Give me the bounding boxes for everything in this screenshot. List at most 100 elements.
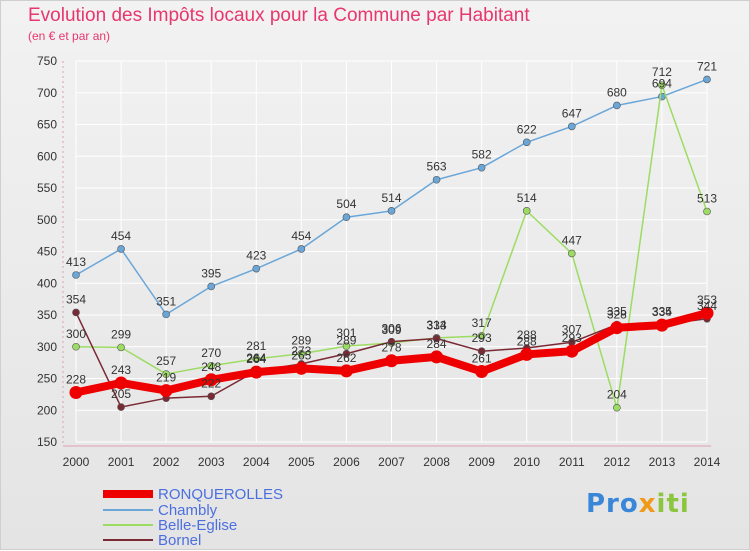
data-point-chambly xyxy=(522,138,531,147)
data-label-belle-eglise: 513 xyxy=(697,191,717,205)
chart-subtitle: (en € et par an) xyxy=(28,29,111,43)
data-point-chambly xyxy=(703,75,711,84)
data-label-ronquerolles: 243 xyxy=(111,363,131,377)
data-point-chambly xyxy=(252,264,261,273)
data-point-belle-eglise xyxy=(207,361,216,370)
x-tick-label: 2000 xyxy=(63,455,90,469)
x-tick-label: 2004 xyxy=(243,455,270,469)
x-tick-label: 2008 xyxy=(423,455,450,469)
legend-swatch-belle-eglise xyxy=(103,524,153,526)
data-label-bornel: 273 xyxy=(291,344,311,358)
data-label-belle-eglise: 447 xyxy=(562,233,582,247)
data-label-belle-eglise: 317 xyxy=(472,316,492,330)
data-label-ronquerolles: 278 xyxy=(381,341,401,355)
y-tick-label: 250 xyxy=(37,372,57,386)
data-label-chambly: 622 xyxy=(517,122,537,136)
data-point-bornel xyxy=(477,347,486,355)
x-tick-label: 2010 xyxy=(513,455,540,469)
data-label-chambly: 694 xyxy=(652,77,672,91)
data-label-belle-eglise: 314 xyxy=(427,318,447,332)
data-point-belle-eglise xyxy=(567,249,576,258)
data-point-chambly xyxy=(117,245,125,253)
data-label-chambly: 721 xyxy=(697,59,717,73)
x-tick-label: 2005 xyxy=(288,455,315,469)
data-label-chambly: 454 xyxy=(111,229,131,243)
y-tick-label: 150 xyxy=(37,435,57,449)
data-point-ronquerolles xyxy=(69,385,83,399)
legend-label-ronquerolles: RONQUEROLLES xyxy=(158,485,284,503)
legend-item-ronquerolles: RONQUEROLLES xyxy=(103,485,284,503)
data-label-ronquerolles: 219 xyxy=(156,371,176,385)
legend-item-belle-eglise: Belle-Eglise xyxy=(103,516,238,534)
x-tick-label: 2012 xyxy=(604,455,631,469)
data-point-ronquerolles xyxy=(385,354,398,368)
data-label-ronquerolles: 284 xyxy=(427,337,447,351)
x-tick-label: 2006 xyxy=(333,455,360,469)
data-point-belle-eglise xyxy=(613,403,621,412)
data-point-bornel xyxy=(72,308,80,317)
data-point-bornel xyxy=(432,334,441,343)
x-tick-label: 2003 xyxy=(198,455,225,469)
data-point-ronquerolles xyxy=(610,321,624,335)
data-point-ronquerolles xyxy=(294,361,308,375)
data-label-belle-eglise: 281 xyxy=(246,339,266,353)
data-point-ronquerolles xyxy=(655,318,669,332)
data-point-bornel xyxy=(387,337,396,346)
data-point-ronquerolles xyxy=(204,373,218,387)
proxiti-logo: Proxiti xyxy=(586,489,690,519)
data-point-bornel xyxy=(117,403,125,411)
y-tick-label: 550 xyxy=(37,181,57,195)
data-label-bornel: 288 xyxy=(517,328,537,342)
data-point-belle-eglise xyxy=(72,342,80,351)
chart-title: Evolution des Impôts locaux pour la Comm… xyxy=(28,5,530,26)
legend-swatch-bornel xyxy=(103,539,153,541)
data-label-chambly: 647 xyxy=(562,106,582,120)
data-label-chambly: 454 xyxy=(291,229,311,243)
data-point-belle-eglise xyxy=(477,332,486,340)
x-tick-label: 2013 xyxy=(649,455,676,469)
data-label-ronquerolles: 328 xyxy=(607,308,627,322)
data-point-ronquerolles xyxy=(565,344,579,358)
data-label-ronquerolles: 262 xyxy=(336,351,356,365)
data-label-chambly: 395 xyxy=(201,266,221,280)
data-label-bornel: 306 xyxy=(381,322,401,336)
data-label-bornel: 293 xyxy=(472,331,492,345)
data-point-ronquerolles xyxy=(520,347,534,361)
y-tick-label: 600 xyxy=(37,149,57,163)
data-point-belle-eglise xyxy=(522,207,531,215)
data-label-chambly: 413 xyxy=(66,255,86,269)
data-label-ronquerolles: 334 xyxy=(652,305,672,319)
data-label-bornel: 333 xyxy=(427,318,447,332)
data-point-belle-eglise xyxy=(162,370,170,378)
data-label-chambly: 423 xyxy=(246,249,266,263)
y-tick-label: 350 xyxy=(37,308,57,322)
y-tick-label: 450 xyxy=(37,245,57,259)
data-label-belle-eglise: 300 xyxy=(66,327,86,341)
data-point-chambly xyxy=(297,245,306,253)
data-point-belle-eglise xyxy=(252,355,261,363)
legend-label-chambly: Chambly xyxy=(158,501,218,519)
data-point-ronquerolles xyxy=(249,365,263,379)
data-label-chambly: 680 xyxy=(607,85,627,99)
y-tick-label: 200 xyxy=(37,403,57,417)
legend-label-bornel: Bornel xyxy=(158,531,202,549)
data-label-bornel: 205 xyxy=(111,387,131,401)
data-point-ronquerolles xyxy=(475,365,489,379)
data-label-bornel: 354 xyxy=(66,292,86,306)
data-point-chambly xyxy=(387,207,396,215)
y-tick-label: 750 xyxy=(37,54,57,68)
data-point-ronquerolles xyxy=(339,364,353,378)
data-point-belle-eglise xyxy=(658,81,666,89)
data-point-belle-eglise xyxy=(703,207,711,216)
data-point-ronquerolles xyxy=(159,384,173,398)
data-label-bornel: 264 xyxy=(246,351,266,365)
x-tick-label: 2009 xyxy=(468,455,495,469)
data-label-ronquerolles: 228 xyxy=(66,372,86,386)
data-point-chambly xyxy=(567,122,576,131)
legend-label-belle-eglise: Belle-Eglise xyxy=(158,516,238,534)
data-label-bornel: 307 xyxy=(562,322,582,336)
legend-item-chambly: Chambly xyxy=(103,501,218,519)
data-point-chambly xyxy=(72,271,80,279)
